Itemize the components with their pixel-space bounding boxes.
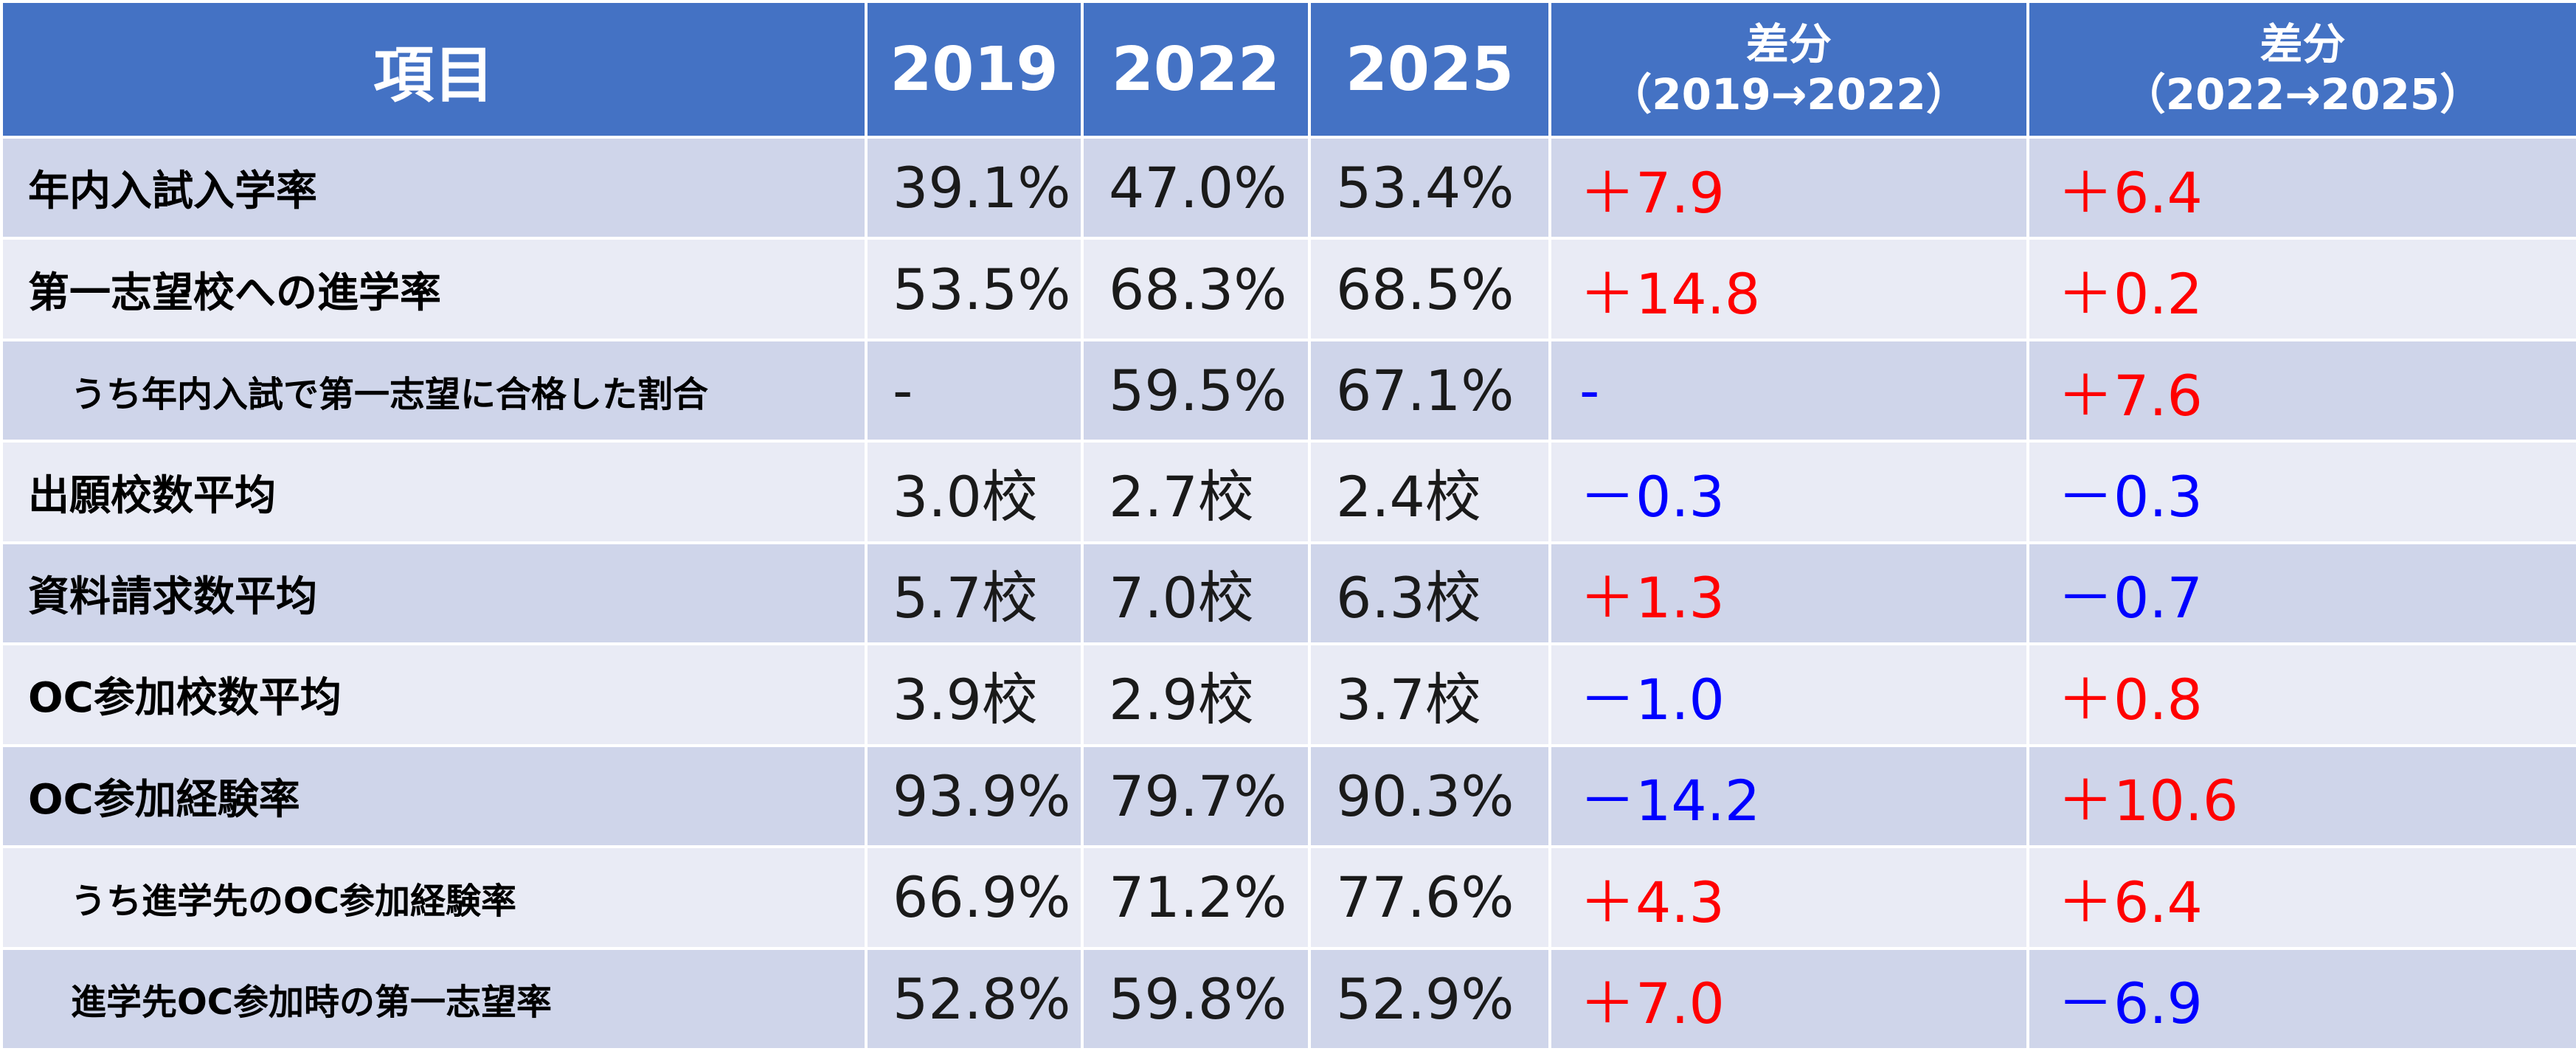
row-label: 進学先OC参加時の第一志望率: [3, 949, 865, 1048]
header-item: 項目: [3, 3, 865, 136]
cell-2025: 52.9%: [1311, 949, 1548, 1048]
cell-2022: 71.2%: [1084, 848, 1308, 947]
header-2025: 2025: [1311, 3, 1548, 136]
row-label: OC参加校数平均: [3, 645, 865, 744]
cell-diff-2019-2022: ＋7.9: [1551, 139, 2026, 237]
table-row: OC参加校数平均 3.9校 2.9校 3.7校 －1.0 ＋0.8: [3, 645, 2576, 744]
cell-2019: 5.7校: [868, 544, 1081, 643]
cell-diff-2022-2025: ＋6.4: [2029, 139, 2576, 237]
cell-2025: 68.5%: [1311, 240, 1548, 339]
cell-2022: 2.7校: [1084, 443, 1308, 541]
cell-diff-2022-2025: ＋6.4: [2029, 848, 2576, 947]
cell-2022: 68.3%: [1084, 240, 1308, 339]
header-2022: 2022: [1084, 3, 1308, 136]
cell-diff-2022-2025: ＋0.8: [2029, 645, 2576, 744]
table-row: 第一志望校への進学率 53.5% 68.3% 68.5% ＋14.8 ＋0.2: [3, 240, 2576, 339]
table-body: 年内入試入学率 39.1% 47.0% 53.4% ＋7.9 ＋6.4 第一志望校への進学率…: [3, 139, 2576, 1048]
row-label: 年内入試入学率: [3, 139, 865, 237]
cell-diff-2019-2022: -: [1551, 341, 2026, 440]
row-label: 資料請求数平均: [3, 544, 865, 643]
row-label: OC参加経験率: [3, 746, 865, 846]
table-row: うち進学先のOC参加経験率 66.9% 71.2% 77.6% ＋4.3 ＋6.4: [3, 848, 2576, 947]
cell-2025: 90.3%: [1311, 746, 1548, 846]
cell-2019: -: [868, 341, 1081, 440]
row-label: うち進学先のOC参加経験率: [3, 848, 865, 947]
cell-diff-2019-2022: －14.2: [1551, 746, 2026, 846]
header-diff-2022-2025-line2: （2022→2025）: [2122, 69, 2483, 119]
table-row: 資料請求数平均 5.7校 7.0校 6.3校 ＋1.3 －0.7: [3, 544, 2576, 643]
cell-diff-2019-2022: ＋7.0: [1551, 949, 2026, 1048]
cell-diff-2022-2025: ＋0.2: [2029, 240, 2576, 339]
cell-2022: 2.9校: [1084, 645, 1308, 744]
header-2019: 2019: [868, 3, 1081, 136]
cell-diff-2019-2022: ＋14.8: [1551, 240, 2026, 339]
row-label: 第一志望校への進学率: [3, 240, 865, 339]
cell-diff-2022-2025: ＋7.6: [2029, 341, 2576, 440]
cell-2022: 47.0%: [1084, 139, 1308, 237]
cell-2025: 53.4%: [1311, 139, 1548, 237]
cell-2019: 39.1%: [868, 139, 1081, 237]
header-diff-2019-2022: 差分 （2019→2022）: [1551, 3, 2026, 136]
cell-2019: 66.9%: [868, 848, 1081, 947]
cell-2019: 3.0校: [868, 443, 1081, 541]
cell-2025: 3.7校: [1311, 645, 1548, 744]
cell-2022: 79.7%: [1084, 746, 1308, 846]
row-label: 出願校数平均: [3, 443, 865, 541]
table-row: うち年内入試で第一志望に合格した割合 -59.5% 67.1% - ＋7.6: [3, 341, 2576, 440]
cell-2022: 59.5%: [1084, 341, 1308, 440]
cell-2019: 3.9校: [868, 645, 1081, 744]
cell-2025: 77.6%: [1311, 848, 1548, 947]
cell-2022: 7.0校: [1084, 544, 1308, 643]
table-row: OC参加経験率 93.9% 79.7% 90.3% －14.2 ＋10.6: [3, 746, 2576, 846]
cell-2019: 52.8%: [868, 949, 1081, 1048]
table-row: 年内入試入学率 39.1% 47.0% 53.4% ＋7.9 ＋6.4: [3, 139, 2576, 237]
cell-diff-2022-2025: ＋10.6: [2029, 746, 2576, 846]
cell-diff-2022-2025: －0.3: [2029, 443, 2576, 541]
cell-diff-2019-2022: ＋4.3: [1551, 848, 2026, 947]
cell-2025: 6.3校: [1311, 544, 1548, 643]
cell-diff-2019-2022: ＋1.3: [1551, 544, 2026, 643]
cell-diff-2019-2022: －0.3: [1551, 443, 2026, 541]
cell-diff-2019-2022: －1.0: [1551, 645, 2026, 744]
table-row: 出願校数平均 3.0校 2.7校 2.4校 －0.3 －0.3: [3, 443, 2576, 541]
cell-2025: 67.1%: [1311, 341, 1548, 440]
cell-2022: 59.8%: [1084, 949, 1308, 1048]
cell-2019: 93.9%: [868, 746, 1081, 846]
header-diff-2019-2022-line2: （2019→2022）: [1609, 69, 1969, 119]
header-diff-2022-2025-line1: 差分: [2260, 19, 2346, 69]
header-row: 項目 2019 2022 2025 差分 （2019→2022） 差分 （202…: [3, 3, 2576, 136]
cell-diff-2022-2025: －6.9: [2029, 949, 2576, 1048]
cell-2019: 53.5%: [868, 240, 1081, 339]
cell-2025: 2.4校: [1311, 443, 1548, 541]
header-diff-2022-2025: 差分 （2022→2025）: [2029, 3, 2576, 136]
table-row: 進学先OC参加時の第一志望率 52.8% 59.8% 52.9% ＋7.0 －6.9: [3, 949, 2576, 1048]
cell-diff-2022-2025: －0.7: [2029, 544, 2576, 643]
header-diff-2019-2022-line1: 差分: [1745, 19, 1832, 69]
row-label: うち年内入試で第一志望に合格した割合: [3, 341, 865, 440]
